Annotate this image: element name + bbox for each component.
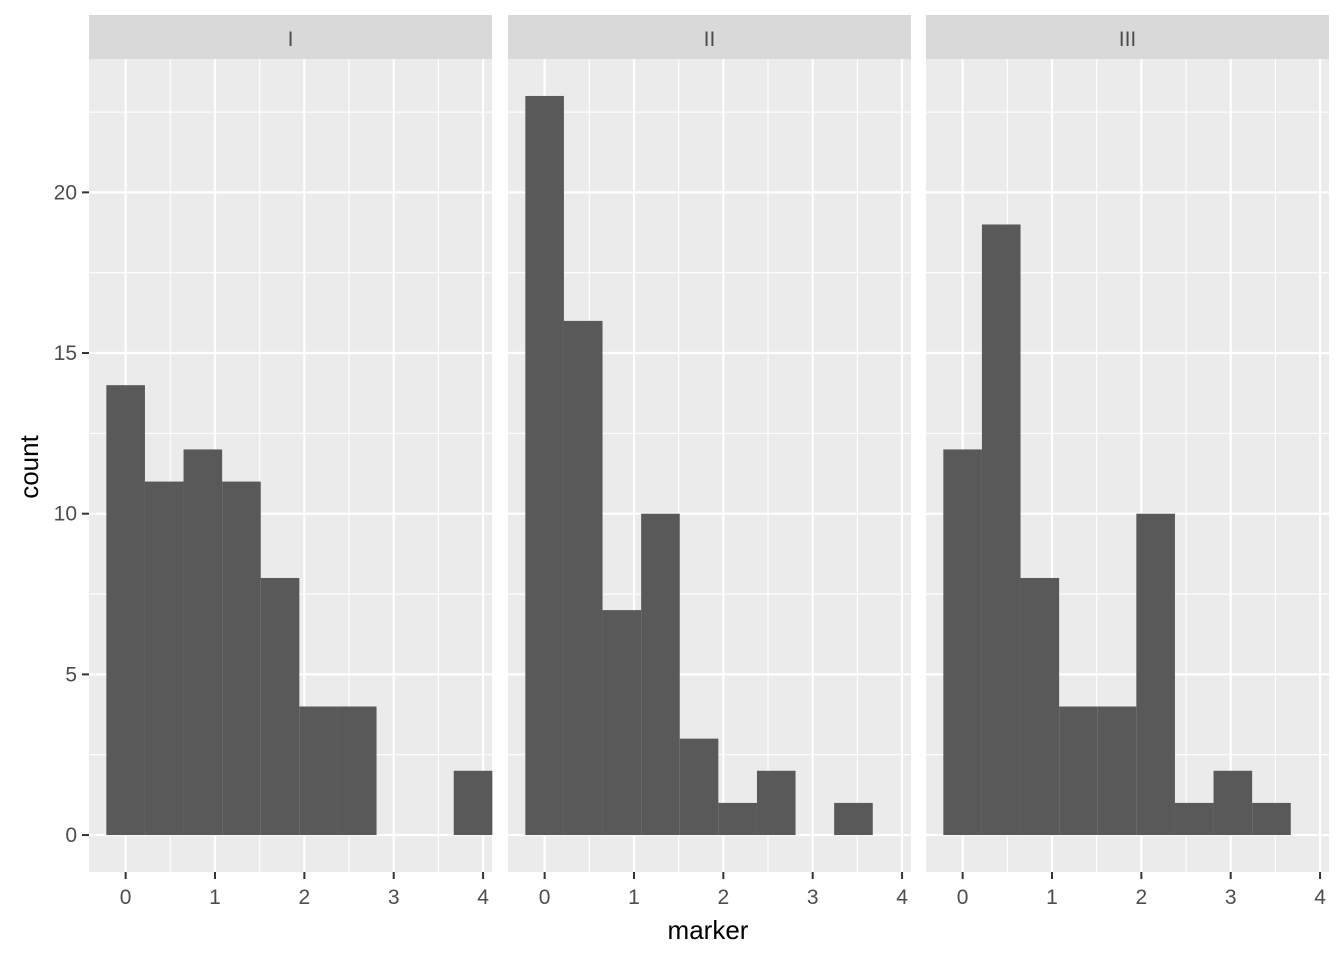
x-tick-label: 0 [539, 886, 551, 909]
facet-panel: III 0 1 2 3 4 [926, 15, 1329, 909]
x-tick-label: 0 [120, 886, 132, 909]
facet-strip-label: III [1119, 28, 1137, 51]
x-tick-label: 2 [1136, 886, 1148, 909]
histogram-bar [1252, 802, 1291, 836]
facet-strip [926, 15, 1329, 59]
histogram-bar [1020, 577, 1060, 836]
y-tick-label: 20 [54, 181, 77, 204]
facet-panels: I 0 1 2 3 4 II 0 1 2 3 4 III 0 1 2 3 4 [89, 15, 1329, 909]
histogram-bar [106, 385, 145, 836]
histogram-bar [337, 706, 377, 836]
histogram-bar [641, 513, 680, 836]
histogram-bar [602, 610, 642, 836]
y-axis: 0 5 10 15 20 [54, 181, 89, 847]
x-tick-label: 4 [477, 886, 489, 909]
x-tick-label: 1 [628, 886, 640, 909]
x-tick-label: 1 [209, 886, 221, 909]
y-axis-title: count [14, 434, 44, 498]
histogram-bar [183, 449, 223, 836]
x-tick-label: 1 [1046, 886, 1058, 909]
y-tick-label: 10 [54, 503, 77, 526]
x-tick-label: 3 [1225, 886, 1237, 909]
facet-panel: I 0 1 2 3 4 [89, 15, 493, 909]
x-tick-label: 4 [1314, 886, 1326, 909]
histogram-bar [1174, 802, 1214, 836]
histogram-bar [1097, 706, 1137, 836]
facet-strip-label: I [288, 28, 294, 51]
histogram-bar [943, 449, 982, 836]
x-axis-title: marker [668, 915, 749, 945]
histogram-bar [756, 770, 796, 836]
histogram-bar [222, 481, 261, 836]
x-tick-label: 2 [299, 886, 311, 909]
x-tick-label: 0 [957, 886, 969, 909]
histogram-bar [981, 224, 1021, 836]
histogram-bar [563, 320, 603, 836]
histogram-bar [1136, 513, 1175, 836]
histogram-bar [834, 802, 873, 836]
y-tick-label: 15 [54, 342, 77, 365]
histogram-bar [1059, 706, 1098, 836]
facet-strip [89, 15, 492, 59]
x-tick-label: 3 [807, 886, 819, 909]
x-tick-label: 2 [718, 886, 730, 909]
histogram-bar [718, 802, 757, 836]
histogram-bar [525, 95, 564, 836]
x-tick-label: 4 [896, 886, 908, 909]
histogram-bar [1213, 770, 1253, 836]
facet-panel: II 0 1 2 3 4 [508, 15, 911, 909]
facet-strip [508, 15, 911, 59]
facet-strip-label: II [704, 28, 716, 51]
histogram-bar [299, 706, 338, 836]
histogram-bar [144, 481, 184, 836]
x-tick-label: 3 [388, 886, 400, 909]
y-tick-label: 5 [65, 663, 77, 686]
histogram-bar [260, 577, 300, 836]
y-tick-label: 0 [65, 824, 77, 847]
histogram-bar [679, 738, 719, 836]
histogram-bar [453, 770, 493, 836]
